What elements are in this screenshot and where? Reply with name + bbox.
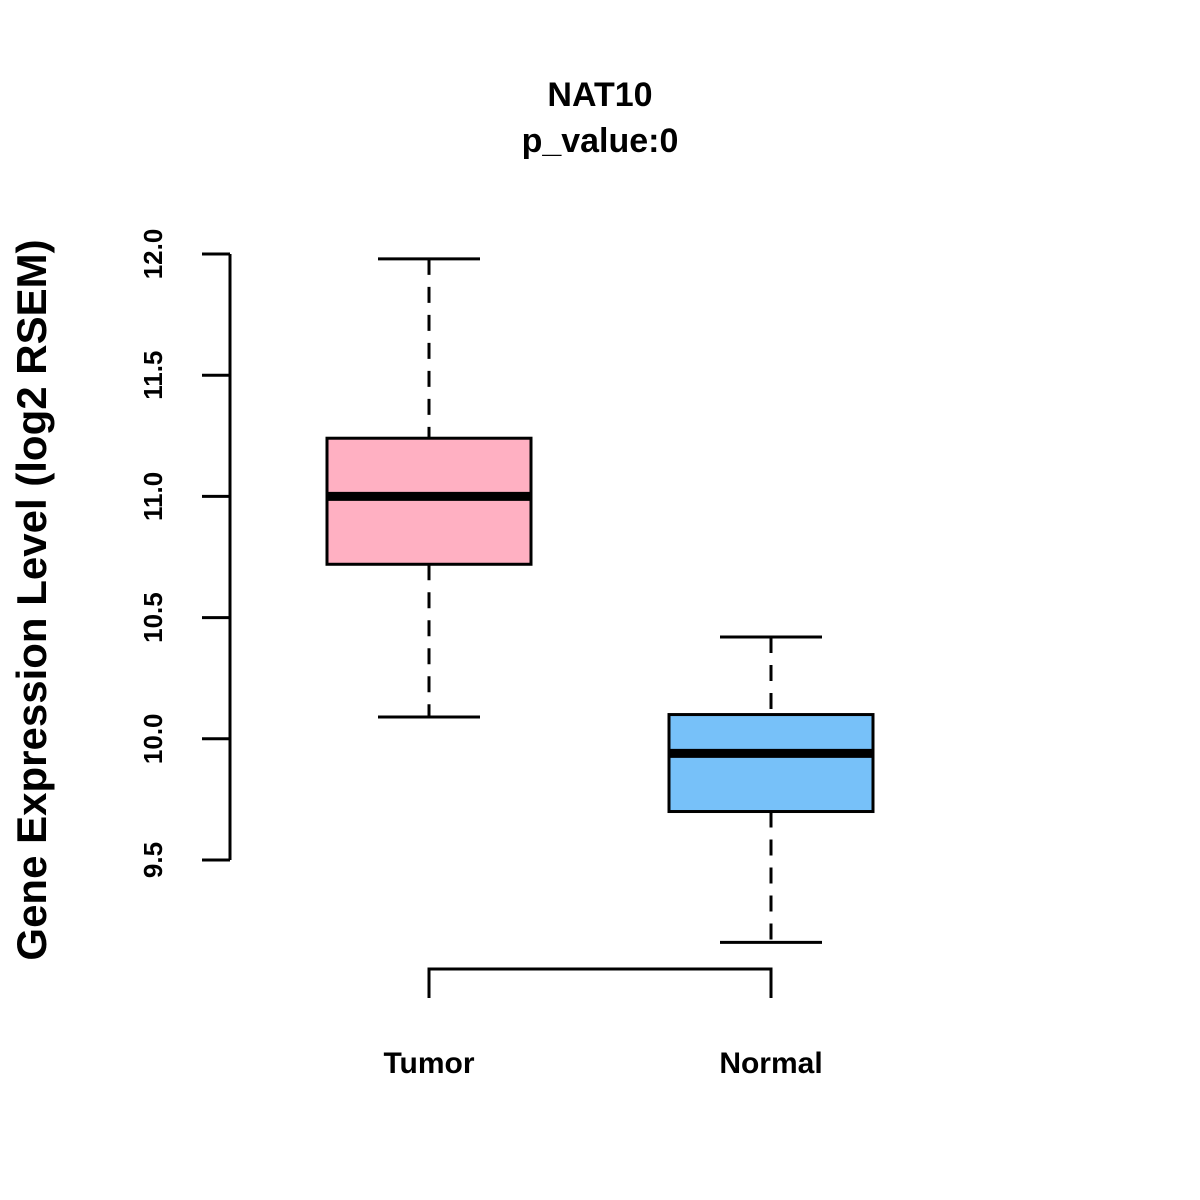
box-normal: [667, 635, 875, 944]
y-tick-label: 11.5: [138, 351, 168, 400]
category-label-tumor: Tumor: [383, 1047, 474, 1080]
y-tick-label: 11.0: [138, 472, 168, 521]
y-tick-label: 10.5: [138, 592, 168, 643]
y-tick-label: 10.0: [138, 713, 168, 764]
chart-title: NAT10: [547, 76, 652, 114]
y-axis: 9.5 10.0 10.5 11.0 11.5 12.0: [138, 229, 232, 878]
iqr-box: [325, 436, 533, 566]
y-tick-label: 12.0: [138, 229, 168, 280]
bracket-line: [427, 967, 773, 998]
box-tumor: [325, 257, 533, 719]
y-tick-label: 9.5: [138, 842, 168, 878]
iqr-box: [667, 713, 875, 814]
category-label-normal: Normal: [719, 1047, 822, 1080]
comparison-bracket: [427, 967, 773, 998]
y-axis-label: Gene Expression Level (log2 RSEM): [8, 239, 55, 960]
chart-subtitle: p_value:0: [522, 122, 679, 160]
box-series: [325, 257, 875, 944]
x-axis-labels: Tumor Normal: [383, 1047, 822, 1080]
